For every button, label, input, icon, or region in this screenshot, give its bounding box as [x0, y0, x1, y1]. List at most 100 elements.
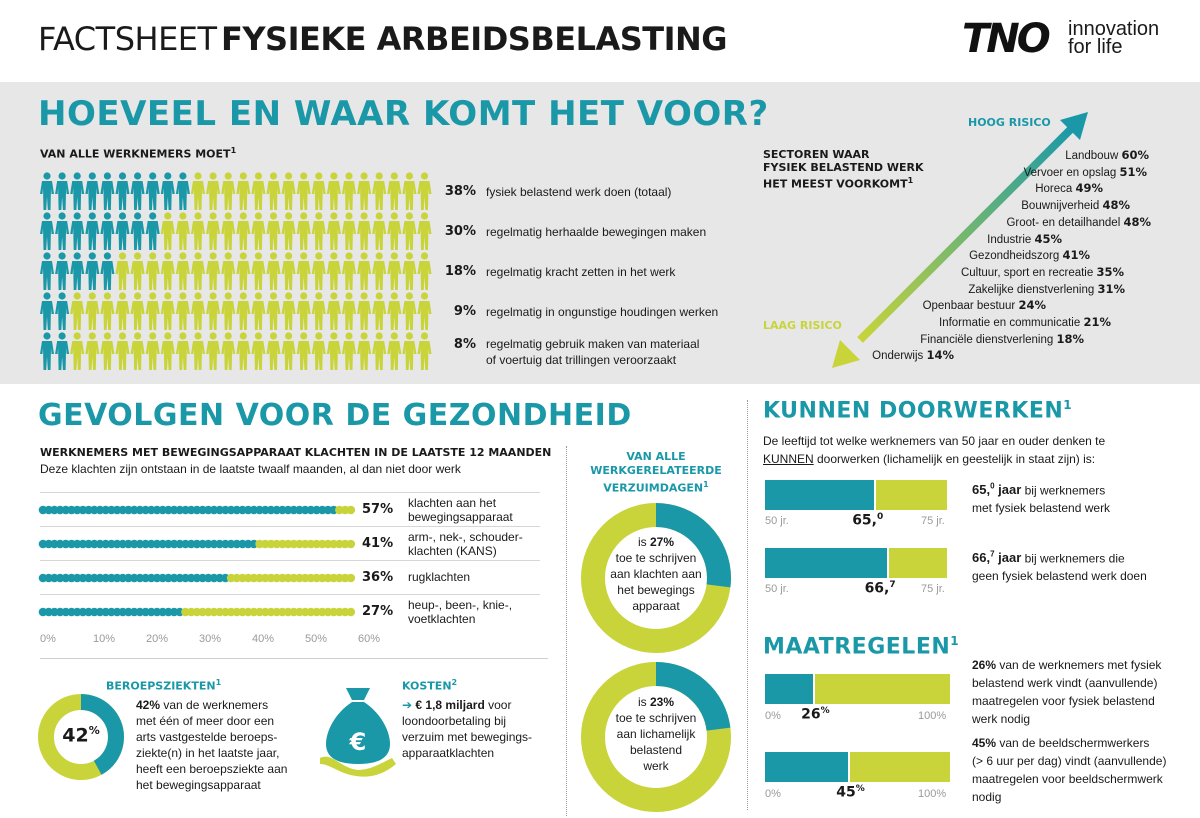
age-desc-value: 66,7 jaar [972, 550, 1021, 565]
donut2-line5: werk [643, 759, 669, 773]
person-icon [326, 292, 341, 330]
beroeps-center-value: 42 [62, 724, 89, 747]
beroeps-line: het bewegingsapparaat [136, 778, 261, 792]
kosten-line: verzuim met bewegings- [402, 730, 533, 744]
low-risk-label: LAAG RISICO [763, 319, 842, 332]
axis-tick: 50% [305, 633, 328, 645]
person-icon [100, 292, 115, 330]
age-max: 75 jr. [921, 515, 945, 527]
age-desc-rest: bij werknemers [1021, 483, 1106, 498]
person-icon [357, 252, 372, 290]
person-icon [40, 172, 54, 210]
sectors-title-sup: 1 [907, 176, 914, 185]
sector-name: Bouwnijverheid [1021, 200, 1100, 213]
donut2-line3: aan lichamelijk [616, 727, 696, 741]
person-icon [342, 212, 356, 250]
donut2-text: is 23% toe te schrijven aan lichamelijk … [594, 694, 718, 774]
complaint-label: rugklachten [408, 570, 470, 584]
sector-item: Landbouw 60% [849, 148, 1149, 162]
measure-desc-pct: 26% [972, 658, 997, 672]
age-max: 75 jr. [921, 583, 945, 595]
age-desc-value: 65,0 jaar [972, 482, 1021, 497]
complaint-label-line2: voetklachten [408, 612, 476, 626]
sector-item: Informatie en communicatie 21% [811, 315, 1111, 329]
donut1-line1: is 27% [594, 534, 718, 550]
person-icon [266, 172, 281, 210]
row-pct: 8% [453, 337, 476, 352]
absence-title-1: VAN ALLE [626, 450, 686, 463]
row-pct: 9% [453, 304, 476, 319]
people-row [40, 252, 432, 290]
section3-intro-1: De leeftijd tot welke werknemers van 50 … [763, 434, 1106, 448]
complaint-dots [38, 505, 356, 515]
age-marker-sup: 0 [877, 512, 884, 522]
sector-item: Onderwijs 14% [654, 348, 954, 362]
kosten-amount: € 1,8 miljard [415, 698, 485, 712]
donut2-line4: belastend [629, 743, 683, 757]
complaint-dots [38, 573, 356, 583]
measure-desc-text: (> 6 uur per dag) vindt (aanvullende) [972, 754, 1167, 768]
sector-pct: 14% [926, 348, 954, 363]
section3-intro-2: KUNNEN doorwerken (lichamelijk en geeste… [763, 450, 1105, 468]
age-desc-sup: 0 [990, 482, 995, 491]
person-icon [85, 292, 100, 330]
kosten-title-text: KOSTEN [402, 679, 452, 693]
sector-item: Openbaar bestuur 24% [746, 298, 1046, 312]
person-icon [236, 332, 251, 370]
person-icon [206, 172, 221, 210]
section1-title: HOEVEEL EN WAAR KOMT HET VOOR? [38, 94, 769, 134]
person-icon [387, 252, 402, 290]
section4-title-sup: 1 [950, 634, 960, 648]
person-icon [206, 212, 221, 250]
row-pct: 38% [444, 184, 476, 199]
row-label-line1: regelmatig kracht zetten in het werk [486, 265, 676, 279]
complaint-dot [346, 505, 356, 515]
row-label: fysiek belastend werk doen (totaal) [486, 184, 671, 200]
sector-pct: 21% [1083, 315, 1111, 329]
kosten-line: apparaatklachten [402, 746, 495, 760]
axis-tick: 60% [358, 633, 381, 645]
person-icon [251, 292, 266, 330]
person-icon [145, 252, 160, 290]
sector-item: Industrie 45% [762, 232, 1062, 246]
age-desc-unit: jaar [994, 482, 1022, 498]
sector-name: Financiële dienstverlening [920, 333, 1054, 346]
person-icon [145, 292, 160, 330]
person-icon [357, 172, 372, 210]
age-desc-line2: met fysiek belastend werk [972, 501, 1111, 516]
complaint-label: heup-, been-, knie-, voetklachten [408, 598, 512, 626]
section3-title-sup: 1 [1063, 398, 1073, 412]
person-icon [357, 332, 372, 370]
sector-item: Financiële dienstverlening 18% [784, 332, 1084, 346]
person-icon [326, 212, 341, 250]
person-icon [402, 172, 417, 210]
measure-desc-text: maatregelen voor fysiek belastend [972, 694, 1155, 708]
person-icon [70, 332, 85, 370]
person-icon [40, 292, 54, 330]
person-icon [175, 212, 190, 250]
person-icon [417, 292, 432, 330]
row-pct: 18% [444, 264, 476, 279]
person-icon [387, 292, 402, 330]
sector-pct: 51% [1119, 164, 1147, 179]
person-icon [55, 212, 70, 250]
person-icon [145, 332, 160, 370]
kosten-line1: ➔ € 1,8 miljard voor [402, 697, 532, 713]
person-icon [130, 332, 145, 370]
person-icon [175, 252, 190, 290]
beroeps-line: heeft een beroepsziekte aan [136, 762, 288, 776]
complaint-gridline [40, 594, 540, 595]
row-label: regelmatig in ongunstige houdingen werke… [486, 304, 718, 320]
person-icon [70, 252, 85, 290]
sector-pct: 31% [1097, 281, 1125, 296]
person-icon [115, 212, 130, 250]
person-icon [236, 292, 251, 330]
measure-marker-main: 26 [801, 706, 821, 723]
section1-subtitle-sup: 1 [230, 146, 237, 155]
measure-marker-sup: % [820, 706, 830, 716]
person-icon [221, 252, 236, 290]
section3-title-text: KUNNEN DOORWERKEN [763, 398, 1064, 424]
person-icon [402, 332, 417, 370]
complaint-label-line1: heup-, been-, knie-, [408, 598, 513, 612]
person-icon [342, 172, 356, 210]
